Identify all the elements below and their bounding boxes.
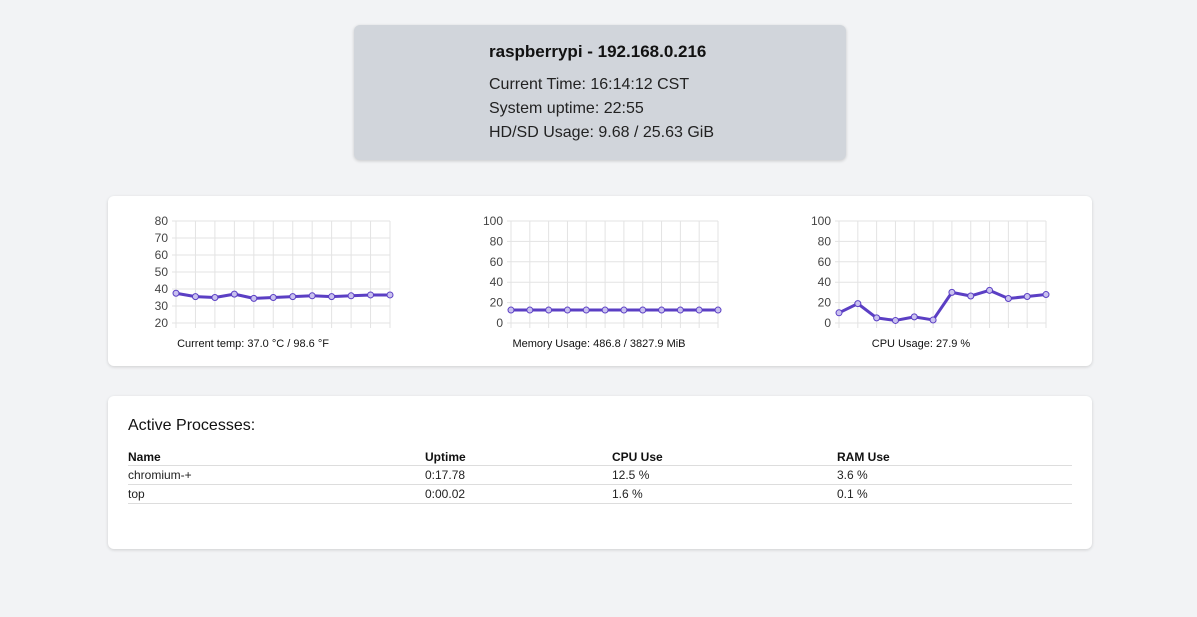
caption-value: 37.0 °C / 98.6 °F [247,338,329,350]
y-tick-label: 60 [490,255,504,269]
data-point [1004,295,1012,303]
column-header-uptime: Uptime [425,447,612,466]
caption-label: CPU Usage: [872,338,936,350]
y-tick-label: 50 [155,265,169,279]
system-uptime: System uptime: 22:55 [489,100,644,117]
data-point [582,306,590,314]
data-point [948,288,956,296]
data-point [929,316,937,324]
caption-value: 27.9 % [936,338,970,350]
process-ram: 3.6 % [837,465,1072,485]
data-point [639,306,647,314]
chart-caption: Memory Usage: 486.8 / 3827.9 MiB [512,338,685,350]
data-point [854,300,862,308]
disk-usage: HD/SD Usage: 9.68 / 25.63 GiB [489,124,714,141]
data-point [1023,292,1031,300]
data-point [563,306,571,314]
process-name: chromium-+ [128,465,425,485]
y-tick-label: 20 [155,316,169,330]
data-point [695,306,703,314]
data-point [891,316,899,324]
data-point [658,306,666,314]
table-row: top 0:00.02 1.6 % 0.1 % [128,484,1072,504]
data-point [1042,291,1050,299]
y-tick-label: 20 [818,296,832,310]
processes-panel: Active Processes: Name Uptime CPU Use RA… [108,396,1092,549]
data-point [873,314,881,322]
data-point [269,294,277,301]
y-tick-label: 70 [155,231,169,245]
table-row: chromium-+ 0:17.78 12.5 % 3.6 % [128,465,1072,485]
series-line [838,288,1047,322]
y-tick-label: 40 [155,282,169,296]
data-point [545,306,553,314]
process-uptime: 0:17.78 [425,465,612,485]
chart-caption: Current temp: 37.0 °C / 98.6 °F [177,338,329,350]
y-tick-label: 100 [811,214,831,228]
y-tick-label: 80 [155,214,169,228]
process-ram: 0.1 % [837,484,1072,504]
data-point [676,306,684,314]
data-point [986,286,994,294]
y-tick-label: 30 [155,299,169,313]
data-point [308,292,316,300]
data-point [347,292,355,300]
process-cpu: 12.5 % [612,465,837,485]
data-point [507,306,515,314]
column-header-cpu: CPU Use [612,447,837,466]
data-point [289,293,297,301]
data-point [526,306,534,314]
data-point [601,306,609,314]
chart-1: 80 70 60 50 40 30 20 Current temp: 37.0 °C / 98… [155,214,394,350]
data-point [211,294,219,301]
data-point [328,293,336,301]
caption-label: Current temp: [177,338,247,350]
caption-value: 486.8 / 3827.9 MiB [593,338,685,350]
host-title: raspberrypi - 192.168.0.216 [489,42,707,61]
column-header-ram: RAM Use [837,447,1072,466]
data-point [835,309,843,317]
y-tick-label: 0 [496,316,503,330]
caption-label: Memory Usage: [512,338,593,350]
table-header-row: Name Uptime CPU Use RAM Use [128,447,1072,466]
y-tick-label: 60 [818,255,832,269]
current-time: Current Time: 16:14:12 CST [489,76,690,93]
series-line [175,291,390,300]
y-tick-label: 40 [490,275,504,289]
data-point [250,294,258,302]
system-info-card: raspberrypi - 192.168.0.216 Current Time… [354,25,846,160]
data-point [191,293,199,301]
data-point [967,292,975,300]
processes-title: Active Processes: [128,417,256,434]
y-tick-label: 80 [490,234,504,248]
process-name: top [128,484,425,504]
charts-canvas: 80 70 60 50 40 30 20 Current temp: 37.0 °C / 98… [155,214,1050,350]
data-point [386,291,394,299]
data-point [367,291,375,299]
data-point [620,306,628,314]
column-header-name: Name [128,447,425,466]
data-point [172,289,180,297]
y-tick-label: 20 [490,296,504,310]
process-uptime: 0:00.02 [425,484,612,504]
chart-2: 100 80 60 40 20 0 Memory Usage: 486.8 / 3827.9… [483,214,722,350]
chart-3: 100 80 60 40 20 0 CPU Usage: 27.9 % [811,214,1050,350]
data-point [714,306,722,314]
data-point [230,290,238,298]
y-tick-label: 0 [824,316,831,330]
y-tick-label: 80 [818,234,832,248]
y-tick-label: 40 [818,275,832,289]
process-cpu: 1.6 % [612,484,837,504]
y-tick-label: 100 [483,214,503,228]
data-point [910,313,918,321]
charts-panel: 80 70 60 50 40 30 20 Current temp: 37.0 °C / 98… [108,196,1092,366]
y-tick-label: 60 [155,248,169,262]
chart-caption: CPU Usage: 27.9 % [872,338,971,350]
process-table: Name Uptime CPU Use RAM Use chromium-+ 0… [128,447,1072,504]
